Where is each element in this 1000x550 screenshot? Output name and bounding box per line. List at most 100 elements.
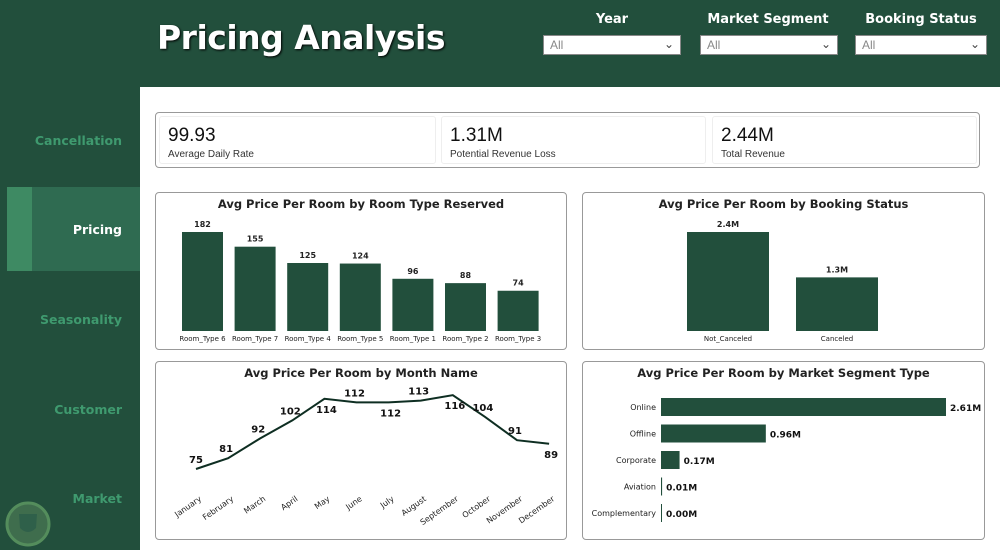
bar <box>234 246 276 331</box>
data-label: 104 <box>472 403 493 414</box>
data-label: 114 <box>316 405 337 416</box>
booking-status-filter-label: Booking Status <box>865 12 977 27</box>
chart-title: Avg Price Per Room by Booking Status <box>658 197 909 211</box>
sidebar-item-market[interactable]: Market <box>0 456 140 540</box>
booking-status-dropdown[interactable]: All ⌄ <box>855 35 987 55</box>
chevron-down-icon: ⌄ <box>820 37 831 51</box>
data-label: 0.17M <box>684 457 715 467</box>
x-tick-label: April <box>279 494 299 512</box>
data-label: 182 <box>194 220 211 229</box>
chart-month: Avg Price Per Room by Month Name 75 Januar… <box>155 361 567 540</box>
x-tick-label: June <box>343 494 363 512</box>
x-tick-label: May <box>313 494 332 511</box>
bar <box>182 232 223 331</box>
data-label: 0.00M <box>666 510 697 520</box>
bar <box>661 398 946 416</box>
bar <box>497 290 539 331</box>
sidebar-item-label: Pricing <box>72 221 122 237</box>
data-label: 81 <box>219 444 233 455</box>
sidebar-item-pricing[interactable]: Pricing <box>7 187 140 271</box>
bar <box>287 263 329 331</box>
x-tick-label: Canceled <box>821 335 853 343</box>
kpi-panel: 99.93 Average Daily Rate 1.31M Potential R… <box>155 112 980 168</box>
x-tick-label: Not_Canceled <box>704 335 752 343</box>
market-segment-dropdown[interactable]: All ⌄ <box>700 35 838 55</box>
logo <box>5 501 51 547</box>
data-label: 0.01M <box>666 484 697 494</box>
data-label: 2.4M <box>717 220 739 229</box>
bar <box>687 232 769 331</box>
x-tick-label: Room_Type 2 <box>442 335 488 343</box>
sidebar-item-label: Customer <box>54 401 122 417</box>
selected-indicator <box>7 187 32 271</box>
data-label: 113 <box>408 387 429 398</box>
data-label: 124 <box>352 252 369 261</box>
data-label: 2.61M <box>950 404 981 414</box>
x-tick-label: Room_Type 5 <box>337 335 383 343</box>
year-filter-label: Year <box>595 12 629 27</box>
bar <box>661 504 662 522</box>
data-label: 96 <box>407 267 419 276</box>
data-label: 89 <box>544 450 558 461</box>
chevron-down-icon: ⌄ <box>663 37 674 51</box>
bar <box>796 277 878 331</box>
sidebar-item-cancellation[interactable]: Cancellation <box>0 98 140 182</box>
kpi-label: Potential Revenue Loss <box>450 149 556 160</box>
x-tick-label: Room_Type 6 <box>179 335 226 343</box>
kpi-value: 2.44M <box>721 125 774 146</box>
data-label: 1.3M <box>826 265 848 274</box>
kpi-average-daily-rate: 99.93 Average Daily Rate <box>159 116 436 164</box>
chart-market-segment: Avg Price Per Room by Market Segment Typ… <box>582 361 985 540</box>
sidebar-item-label: Seasonality <box>40 311 122 327</box>
kpi-label: Average Daily Rate <box>168 149 254 160</box>
x-tick-label: December <box>517 494 557 526</box>
sidebar-item-label: Cancellation <box>34 132 122 148</box>
chart-booking-status: Avg Price Per Room by Booking Status 2.4M… <box>582 192 985 350</box>
chart-room-type: Avg Price Per Room by Room Type Reserved… <box>155 192 567 350</box>
x-tick-label: Room_Type 1 <box>390 335 436 343</box>
x-tick-label: August <box>400 494 428 517</box>
y-tick-label: Complementary <box>592 509 657 518</box>
x-tick-label: Room_Type 3 <box>495 335 541 343</box>
kpi-value: 99.93 <box>168 125 216 146</box>
market-segment-value: All <box>707 38 721 52</box>
data-label: 0.96M <box>770 431 801 441</box>
data-label: 112 <box>380 408 401 419</box>
x-tick-label: July <box>378 494 396 510</box>
data-label: 155 <box>247 235 264 244</box>
x-tick-label: Room_Type 7 <box>232 335 278 343</box>
sidebar-item-label: Market <box>72 490 122 506</box>
x-tick-label: January <box>172 494 203 519</box>
data-label: 91 <box>508 426 522 437</box>
chart-title: Avg Price Per Room by Room Type Reserved <box>217 197 505 211</box>
bar <box>339 263 381 331</box>
data-label: 92 <box>251 424 265 435</box>
series-line <box>195 394 550 470</box>
x-tick-label: Room_Type 4 <box>285 335 332 343</box>
data-label: 112 <box>344 388 365 399</box>
data-label: 125 <box>299 251 316 260</box>
market-segment-filter-label: Market Segment <box>707 12 829 27</box>
kpi-potential-revenue-loss: 1.31M Potential Revenue Loss <box>441 116 706 164</box>
bar <box>445 283 486 331</box>
kpi-total-revenue: 2.44M Total Revenue <box>712 116 977 164</box>
x-tick-label: March <box>242 494 267 515</box>
bar <box>661 424 766 443</box>
kpi-value: 1.31M <box>450 125 503 146</box>
sidebar-item-seasonality[interactable]: Seasonality <box>0 277 140 361</box>
y-tick-label: Corporate <box>616 456 656 465</box>
chart-title: Avg Price Per Room by Market Segment Typ… <box>637 366 930 380</box>
chevron-down-icon: ⌄ <box>969 37 980 51</box>
bar <box>661 451 680 469</box>
y-tick-label: Online <box>630 403 656 412</box>
y-tick-label: Aviation <box>624 483 656 492</box>
data-label: 102 <box>280 406 301 417</box>
sidebar-item-customer[interactable]: Customer <box>0 367 140 451</box>
bar <box>392 278 434 331</box>
booking-status-value: All <box>862 38 876 52</box>
x-tick-label: February <box>201 494 235 522</box>
data-label: 75 <box>189 455 203 466</box>
year-dropdown[interactable]: All ⌄ <box>543 35 681 55</box>
data-label: 74 <box>513 279 525 288</box>
kpi-label: Total Revenue <box>721 149 785 160</box>
